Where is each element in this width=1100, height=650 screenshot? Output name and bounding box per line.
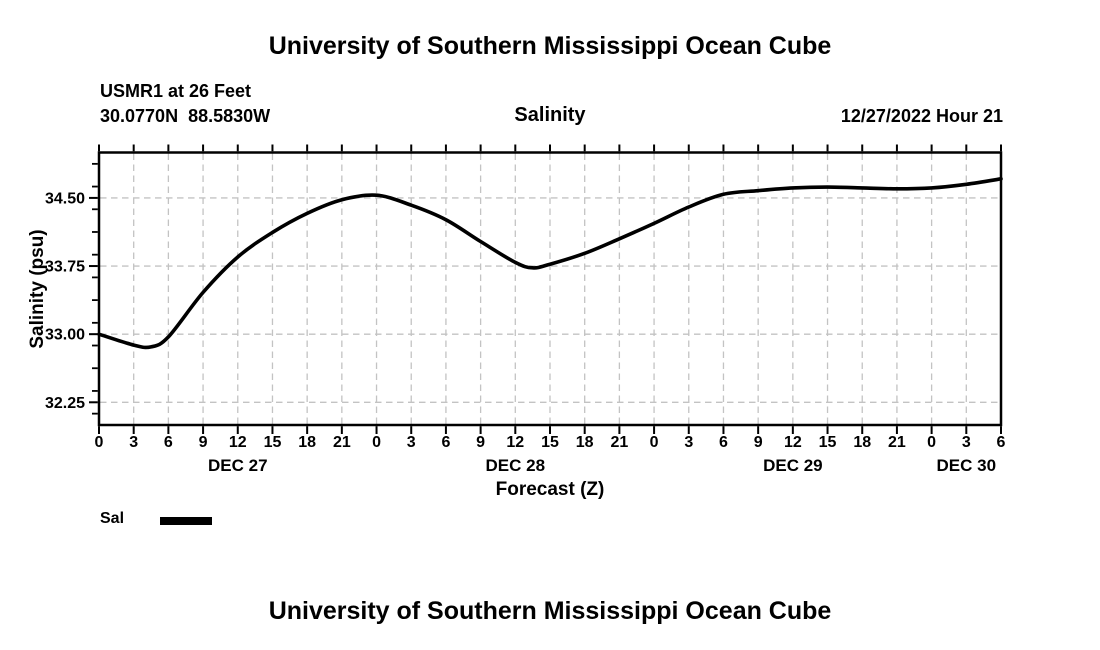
x-tick-label: 0 [650,434,659,451]
x-tick-label: 6 [164,434,173,451]
x-tick-label: 0 [372,434,381,451]
x-tick-label: 9 [199,434,208,451]
x-tick-label: 21 [888,434,906,451]
legend-series-label: Sal [100,510,125,527]
plot-border [97,151,1003,427]
x-day-label: DEC 29 [763,456,823,475]
x-tick-label: 21 [333,434,351,451]
coordinates-label: 30.0770N 88.5830W [100,106,271,126]
y-tick-label: 33.75 [45,259,85,276]
x-axis-title: Forecast (Z) [495,479,605,500]
y-tick-label: 32.25 [45,395,85,412]
y-tick-label: 33.00 [45,327,85,344]
x-day-label: DEC 30 [937,456,997,475]
x-tick-label: 15 [819,434,837,451]
x-tick-label: 9 [754,434,763,451]
x-tick-label: 6 [441,434,450,451]
x-tick-label: 18 [576,434,594,451]
x-tick-label: 3 [407,434,416,451]
x-tick-label: 15 [264,434,282,451]
x-tick-label: 15 [541,434,559,451]
station-depth-label: USMR1 at 26 Feet [100,81,252,101]
salinity-curve [97,177,1003,350]
x-tick-label: 6 [719,434,728,451]
page-title-top: University of Southern Mississippi Ocean… [268,32,832,60]
x-tick-label: 18 [853,434,871,451]
x-tick-label: 3 [684,434,693,451]
legend-line-swatch [160,517,212,525]
x-tick-label: 12 [506,434,524,451]
x-day-label: DEC 28 [486,456,546,475]
chart-title: Salinity [514,104,586,126]
x-tick-label: 3 [129,434,138,451]
x-day-label: DEC 27 [208,456,268,475]
x-tick-label: 18 [298,434,316,451]
x-tick-label: 6 [997,434,1006,451]
x-tick-label: 0 [95,434,104,451]
x-tick-label: 0 [927,434,936,451]
y-tick-label: 34.50 [45,190,85,207]
x-tick-label: 21 [610,434,628,451]
page-title-bottom: University of Southern Mississippi Ocean… [268,597,832,625]
x-tick-label: 12 [229,434,247,451]
forecast-run-time-label: 12/27/2022 Hour 21 [840,106,1003,126]
x-tick-label: 9 [476,434,485,451]
y-axis-title: Salinity (psu) [27,229,48,349]
x-tick-label: 3 [962,434,971,451]
x-tick-label: 12 [784,434,802,451]
